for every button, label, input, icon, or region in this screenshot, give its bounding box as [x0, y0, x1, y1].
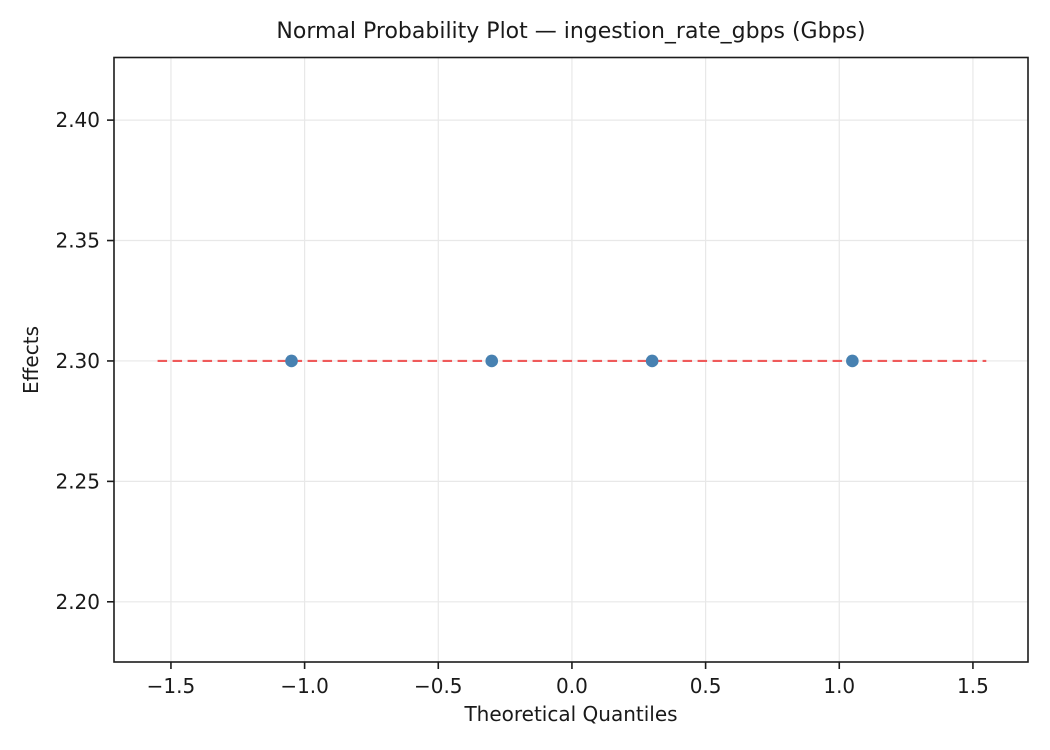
- x-tick-label: −1.0: [280, 674, 329, 698]
- y-tick-label: 2.20: [55, 590, 100, 614]
- axis-layer: −1.5 −1.0 −0.5 0.0 0.5 1.0 1.5 2.20 2.25 2.30 2.35…: [55, 56, 1029, 698]
- data-point: [645, 354, 659, 368]
- x-tick-label: −1.5: [147, 674, 196, 698]
- y-tick-label: 2.30: [55, 349, 100, 373]
- y-tick-label: 2.35: [55, 229, 100, 253]
- x-tick-label: 0.0: [556, 674, 588, 698]
- grid-layer: [114, 57, 1028, 662]
- x-axis-label: Theoretical Quantiles: [464, 702, 678, 726]
- data-point: [846, 354, 859, 368]
- data-point: [485, 354, 499, 368]
- y-tick-label: 2.40: [55, 108, 100, 132]
- data-point-layer: [285, 354, 859, 368]
- x-tick-label: −0.5: [414, 674, 463, 698]
- plot-border: [113, 56, 1029, 663]
- x-tick-label: 1.0: [823, 674, 855, 698]
- x-tick-label: 0.5: [690, 674, 722, 698]
- data-point: [285, 354, 298, 368]
- x-tick-label: 1.5: [957, 674, 989, 698]
- y-tick-label: 2.25: [55, 469, 100, 493]
- chart-title: Normal Probability Plot — ingestion_rate…: [276, 19, 866, 44]
